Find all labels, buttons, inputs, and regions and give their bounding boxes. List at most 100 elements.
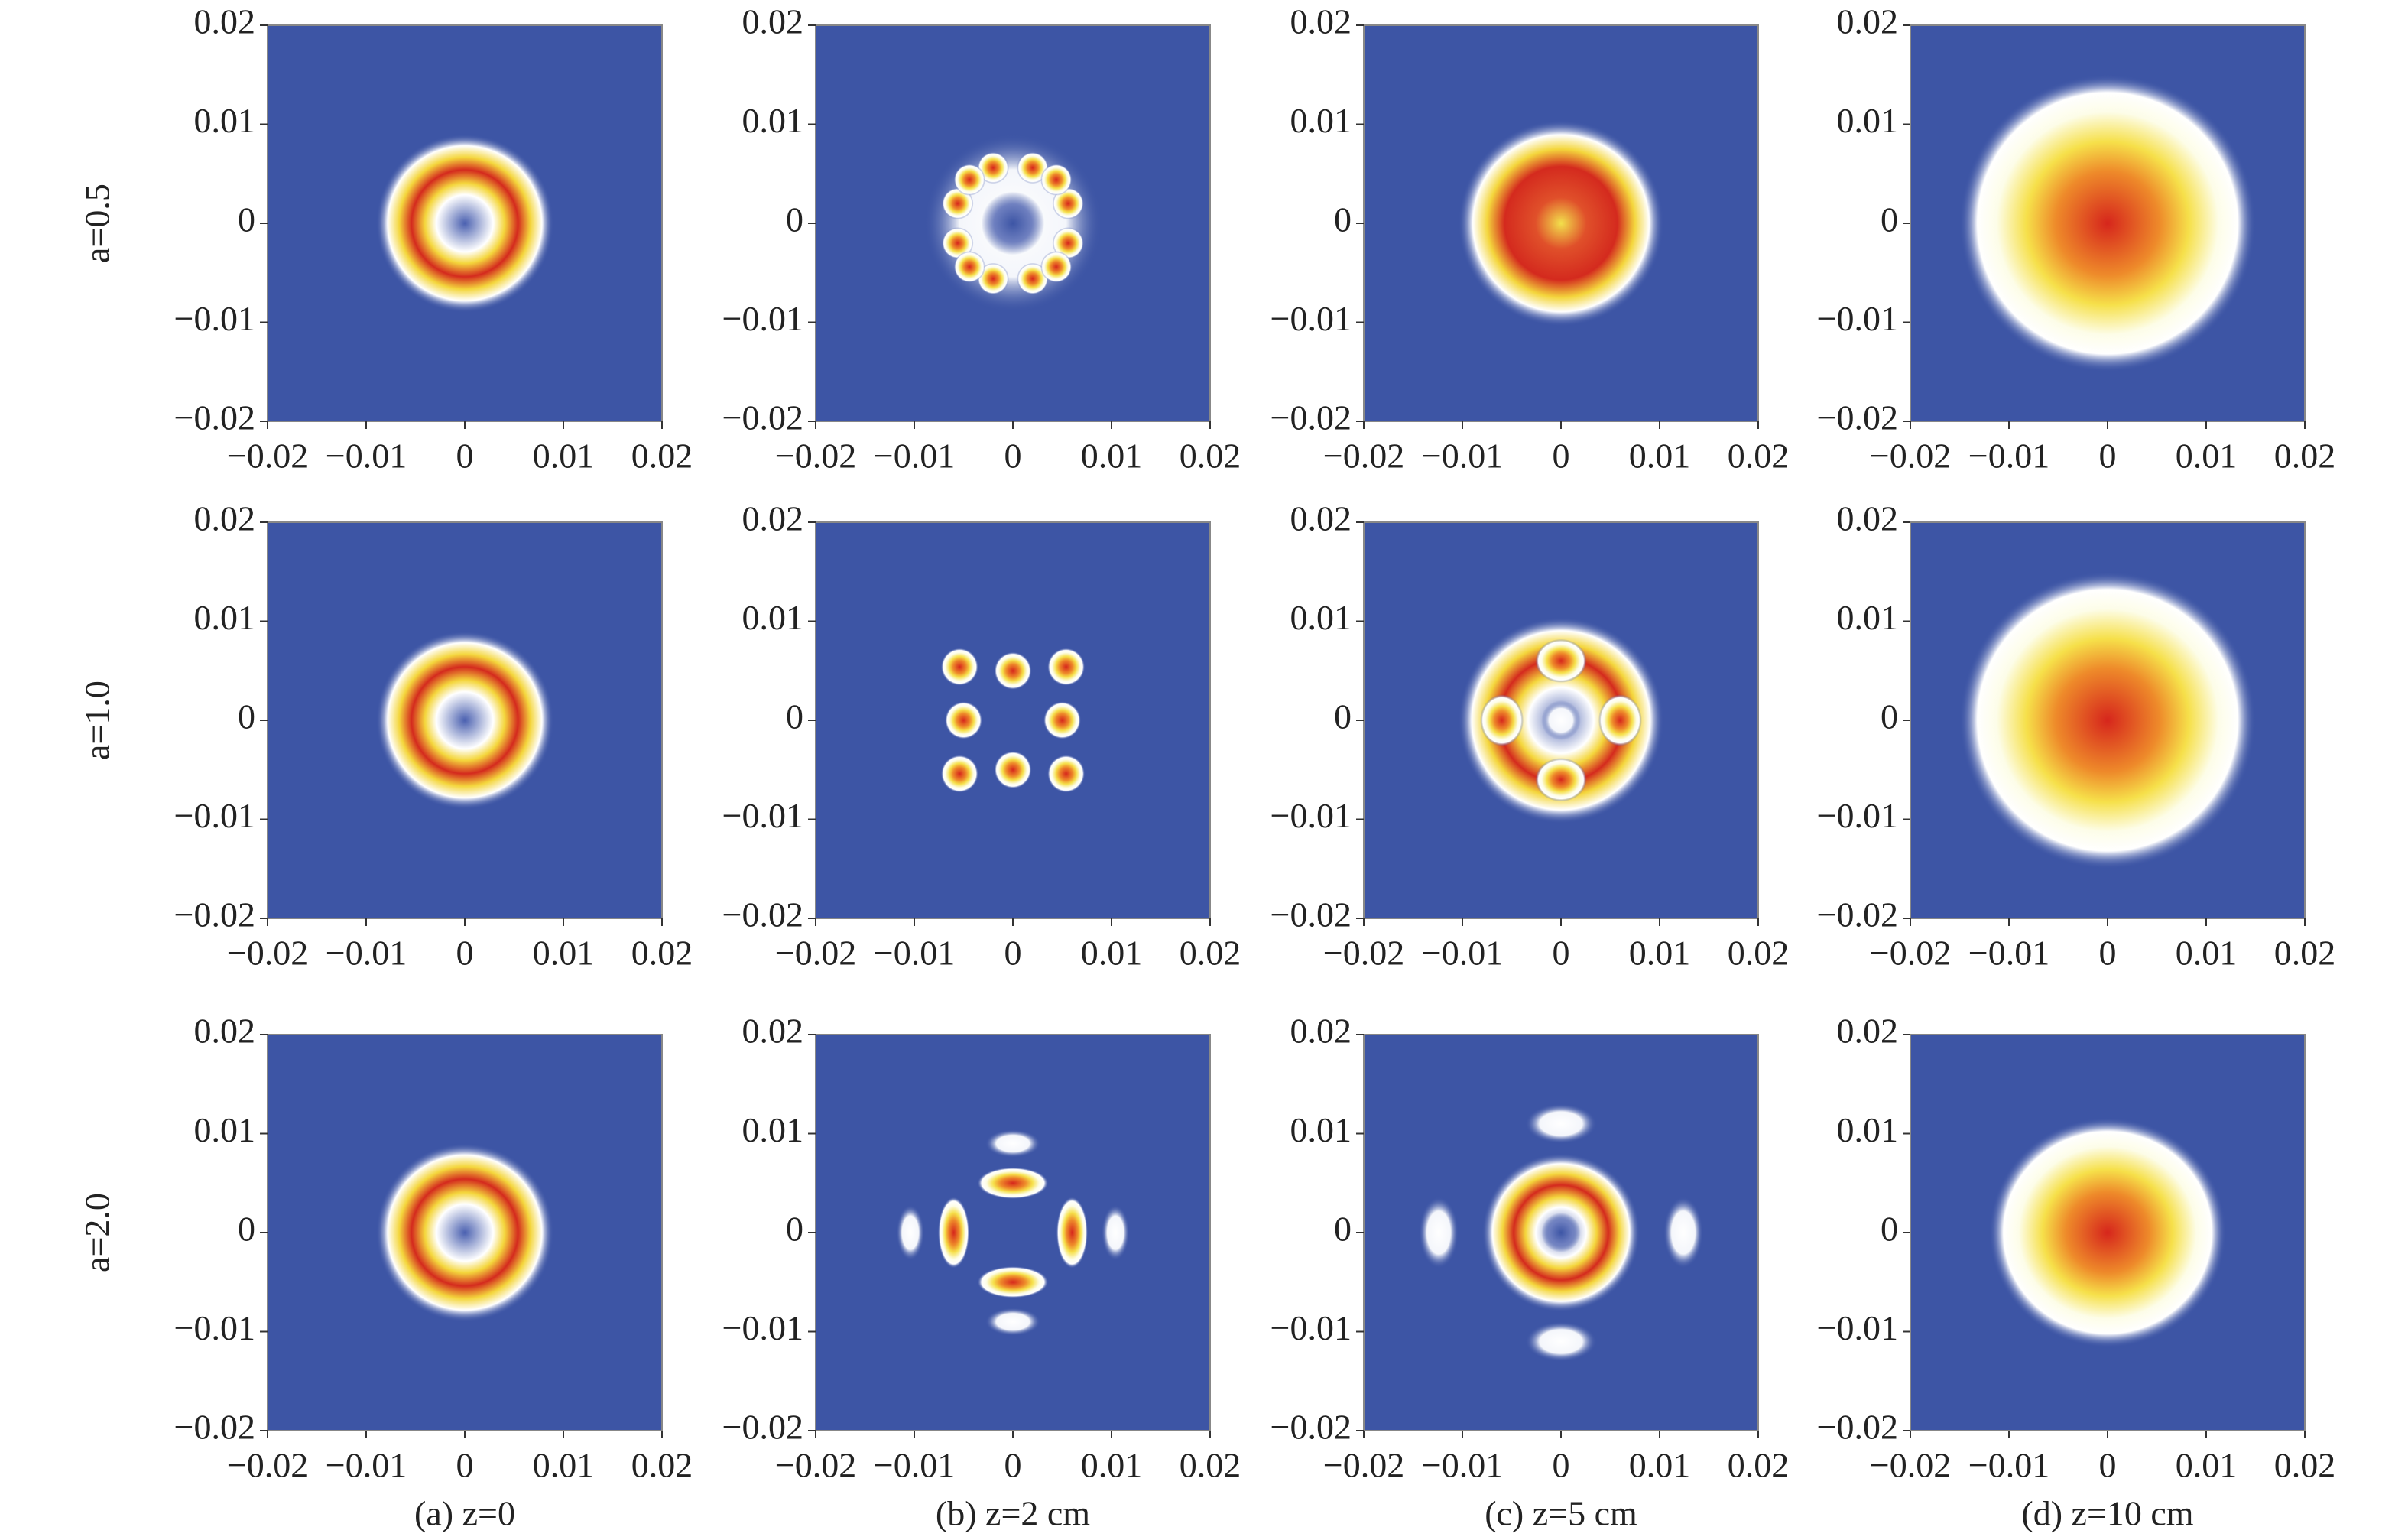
intensity-pattern <box>1047 755 1086 793</box>
x-tick-label: 0.01 <box>2176 934 2238 973</box>
x-tick-label: 0 <box>2099 437 2117 476</box>
x-tick-label: −0.01 <box>326 934 407 973</box>
column-caption: (d) z=10 cm <box>2021 1494 2193 1533</box>
x-tick-label: 0.01 <box>1629 934 1691 973</box>
y-tick-label: 0.01 <box>1837 1110 1899 1149</box>
intensity-pattern <box>1047 648 1086 686</box>
x-tick-label: 0 <box>456 1446 474 1485</box>
y-tick-label: −0.01 <box>1817 299 1898 338</box>
intensity-pattern <box>1056 1197 1089 1269</box>
x-tick-label: 0 <box>1553 934 1570 973</box>
intensity-pattern <box>1043 701 1082 739</box>
intensity-pattern <box>977 1266 1049 1298</box>
y-tick-label: −0.02 <box>722 1408 803 1447</box>
y-tick-label: −0.01 <box>174 796 255 835</box>
y-tick-label: −0.02 <box>1271 398 1352 437</box>
intensity-pattern <box>1102 1204 1130 1261</box>
x-tick-label: 0.01 <box>1629 437 1691 476</box>
column-caption: (c) z=5 cm <box>1485 1494 1637 1533</box>
y-tick-label: 0 <box>1881 1210 1898 1249</box>
intensity-pattern <box>937 1197 970 1269</box>
y-tick-label: 0.01 <box>742 1110 804 1149</box>
x-tick-label: 0.02 <box>1180 1446 1241 1485</box>
y-tick-label: −0.02 <box>174 398 255 437</box>
x-tick-label: 0.02 <box>1728 437 1790 476</box>
y-tick-label: 0.01 <box>194 1110 256 1149</box>
intensity-pattern <box>940 755 978 793</box>
x-tick-label: 0 <box>1004 437 1022 476</box>
intensity-pattern <box>1535 638 1587 683</box>
intensity-pattern <box>1535 758 1587 802</box>
y-tick-label: 0 <box>1881 697 1898 736</box>
row-label: a=0.5 <box>78 184 117 263</box>
y-tick-label: 0.01 <box>1837 598 1899 637</box>
x-tick-label: 0 <box>1553 1446 1570 1485</box>
y-tick-label: 0.01 <box>194 598 256 637</box>
x-tick-label: −0.01 <box>1422 1446 1503 1485</box>
column-caption: (a) z=0 <box>414 1494 515 1533</box>
y-tick-label: 0.01 <box>1290 1110 1352 1149</box>
x-tick-label: −0.01 <box>874 1446 955 1485</box>
intensity-pattern <box>977 262 1009 295</box>
intensity-pattern <box>1458 120 1664 327</box>
y-tick-label: −0.02 <box>722 895 803 934</box>
y-tick-label: −0.02 <box>174 895 255 934</box>
intensity-pattern <box>1959 74 2256 372</box>
x-tick-label: 0.01 <box>1081 934 1143 973</box>
x-tick-label: −0.02 <box>227 934 308 973</box>
y-tick-label: 0.02 <box>1290 1012 1352 1051</box>
y-tick-label: 0 <box>786 697 803 736</box>
intensity-pattern <box>1989 1117 2226 1348</box>
column-caption: (b) z=2 cm <box>936 1494 1090 1533</box>
x-tick-label: −0.01 <box>326 1446 407 1485</box>
intensity-pattern <box>375 631 554 810</box>
y-tick-label: −0.01 <box>722 796 803 835</box>
y-tick-label: −0.02 <box>1817 1408 1898 1447</box>
intensity-pattern <box>1525 1321 1597 1362</box>
y-tick-label: 0.02 <box>1837 1012 1899 1051</box>
x-tick-label: 0.02 <box>2274 437 2336 476</box>
plot-background <box>816 1035 1210 1431</box>
intensity-pattern <box>896 1204 924 1261</box>
intensity-pattern <box>977 1167 1049 1199</box>
intensity-pattern <box>1525 1103 1597 1144</box>
y-tick-label: −0.01 <box>1817 1308 1898 1347</box>
x-tick-label: 0.02 <box>631 437 693 476</box>
y-tick-label: 0.02 <box>194 2 256 41</box>
intensity-pattern <box>1663 1197 1703 1269</box>
intensity-pattern <box>942 227 974 259</box>
y-tick-label: 0.01 <box>742 101 804 140</box>
x-tick-label: −0.02 <box>775 437 856 476</box>
x-tick-label: 0.02 <box>631 934 693 973</box>
intensity-pattern <box>1541 1213 1581 1252</box>
y-tick-label: 0.01 <box>1290 101 1352 140</box>
x-tick-label: −0.01 <box>326 437 407 476</box>
y-tick-label: 0.01 <box>1290 598 1352 637</box>
y-tick-label: −0.01 <box>722 1308 803 1347</box>
intensity-pattern <box>977 151 1009 184</box>
row-label: a=2.0 <box>78 1193 117 1272</box>
y-tick-label: −0.02 <box>1271 895 1352 934</box>
y-tick-label: −0.01 <box>1271 796 1352 835</box>
y-tick-label: 0 <box>786 1210 803 1249</box>
intensity-pattern <box>1040 251 1073 283</box>
x-tick-label: −0.01 <box>1422 437 1503 476</box>
x-tick-label: −0.01 <box>1422 934 1503 973</box>
y-tick-label: −0.02 <box>1817 895 1898 934</box>
x-tick-label: −0.02 <box>775 934 856 973</box>
intensity-pattern <box>944 701 983 739</box>
y-tick-label: 0.01 <box>742 598 804 637</box>
x-tick-label: −0.01 <box>1968 934 2049 973</box>
y-tick-label: 0.02 <box>742 499 804 538</box>
intensity-pattern <box>985 1308 1041 1336</box>
x-tick-label: −0.02 <box>1870 934 1951 973</box>
y-tick-label: −0.02 <box>174 1408 255 1447</box>
intensity-pattern <box>1052 187 1084 219</box>
intensity-pattern <box>953 251 985 283</box>
x-tick-label: 0 <box>2099 1446 2117 1485</box>
intensity-pattern <box>940 648 978 686</box>
intensity-pattern <box>1017 262 1049 295</box>
y-tick-label: 0.02 <box>742 2 804 41</box>
intensity-pattern <box>942 187 974 219</box>
